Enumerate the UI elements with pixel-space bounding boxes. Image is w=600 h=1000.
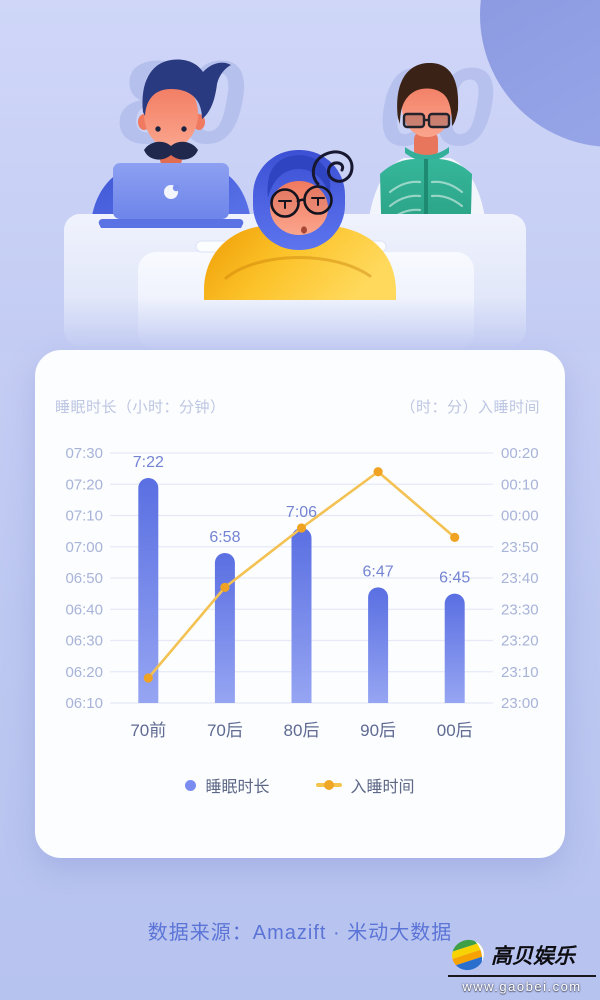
watermark-url-text: www.gaobei.com bbox=[462, 979, 582, 994]
svg-text:07:10: 07:10 bbox=[65, 508, 103, 525]
svg-text:23:40: 23:40 bbox=[501, 570, 539, 587]
left-axis-title: 睡眠时长（小时：分钟） bbox=[55, 399, 226, 416]
illustration-fade bbox=[0, 298, 600, 352]
svg-text:90后: 90后 bbox=[360, 721, 396, 740]
sleep-chart-svg: 07:30 07:20 07:10 07:00 06:50 06:40 06:30 06:20… bbox=[65, 445, 539, 740]
svg-text:06:20: 06:20 bbox=[65, 664, 103, 681]
chart-bar-value-labels: 7:22 6:58 7:06 6:47 6:45 bbox=[133, 454, 471, 587]
svg-text:23:00: 23:00 bbox=[501, 695, 539, 712]
svg-text:23:30: 23:30 bbox=[501, 601, 539, 618]
sleep-chart-card: 睡眠时长（小时：分钟） （时：分）入睡时间 07:30 07:20 07:10 07:… bbox=[35, 350, 565, 858]
watermark-brand-text: 高贝娱乐 bbox=[491, 943, 575, 968]
svg-text:07:00: 07:00 bbox=[65, 539, 103, 556]
sleep-doodle-spiral bbox=[311, 150, 354, 186]
line-series-marker-icon bbox=[315, 780, 342, 790]
chart-right-tick-labels: 00:20 00:10 00:00 23:50 23:40 23:30 23:20 23:10… bbox=[501, 445, 539, 712]
chart-bars bbox=[138, 478, 465, 703]
bar-series-dot-icon bbox=[185, 779, 197, 791]
svg-text:6:45: 6:45 bbox=[439, 570, 470, 587]
header-illustration: 80 00 bbox=[0, 0, 600, 352]
svg-text:06:50: 06:50 bbox=[65, 570, 103, 587]
svg-text:06:40: 06:40 bbox=[65, 601, 103, 618]
svg-text:70前: 70前 bbox=[130, 721, 166, 740]
right-axis-title: （时：分）入睡时间 bbox=[400, 399, 540, 416]
svg-text:80后: 80后 bbox=[284, 721, 320, 740]
svg-text:06:30: 06:30 bbox=[65, 633, 103, 650]
svg-text:6:47: 6:47 bbox=[363, 563, 394, 580]
svg-text:7:22: 7:22 bbox=[133, 454, 164, 471]
svg-text:23:10: 23:10 bbox=[501, 664, 539, 681]
svg-text:00:10: 00:10 bbox=[501, 476, 539, 493]
svg-text:06:10: 06:10 bbox=[65, 695, 103, 712]
watermark: 高贝娱乐 www.gaobei.com bbox=[448, 936, 596, 994]
svg-text:07:20: 07:20 bbox=[65, 476, 103, 493]
svg-text:00:20: 00:20 bbox=[501, 445, 539, 462]
svg-text:23:20: 23:20 bbox=[501, 633, 539, 650]
svg-text:07:30: 07:30 bbox=[65, 445, 103, 462]
legend-label-sleep-duration: 睡眠时长 bbox=[205, 779, 270, 796]
svg-text:00:00: 00:00 bbox=[501, 508, 539, 525]
svg-text:00后: 00后 bbox=[437, 721, 473, 740]
chart-bedtime-line bbox=[143, 467, 460, 683]
chart-left-tick-labels: 07:30 07:20 07:10 07:00 06:50 06:40 06:30 06:20… bbox=[65, 445, 103, 712]
svg-text:6:58: 6:58 bbox=[209, 529, 240, 546]
person-asleep-on-desk-icon bbox=[195, 150, 396, 300]
data-source-text: 数据来源：Amazift · 米动大数据 bbox=[147, 922, 453, 944]
svg-text:70后: 70后 bbox=[207, 721, 243, 740]
legend-item-bedtime: 入睡时间 bbox=[315, 773, 415, 797]
legend-label-bedtime: 入睡时间 bbox=[350, 779, 415, 796]
watermark-divider bbox=[448, 975, 596, 977]
chart-legend: 睡眠时长 入睡时间 bbox=[35, 773, 565, 797]
laptop-icon bbox=[98, 163, 244, 228]
background-circle bbox=[480, 0, 600, 147]
gaobei-logo-icon bbox=[448, 936, 488, 974]
chart-category-labels: 70前 70后 80后 90后 00后 bbox=[130, 721, 472, 740]
svg-text:23:50: 23:50 bbox=[501, 539, 539, 556]
legend-item-sleep-duration: 睡眠时长 bbox=[185, 773, 270, 797]
svg-text:7:06: 7:06 bbox=[286, 504, 317, 521]
